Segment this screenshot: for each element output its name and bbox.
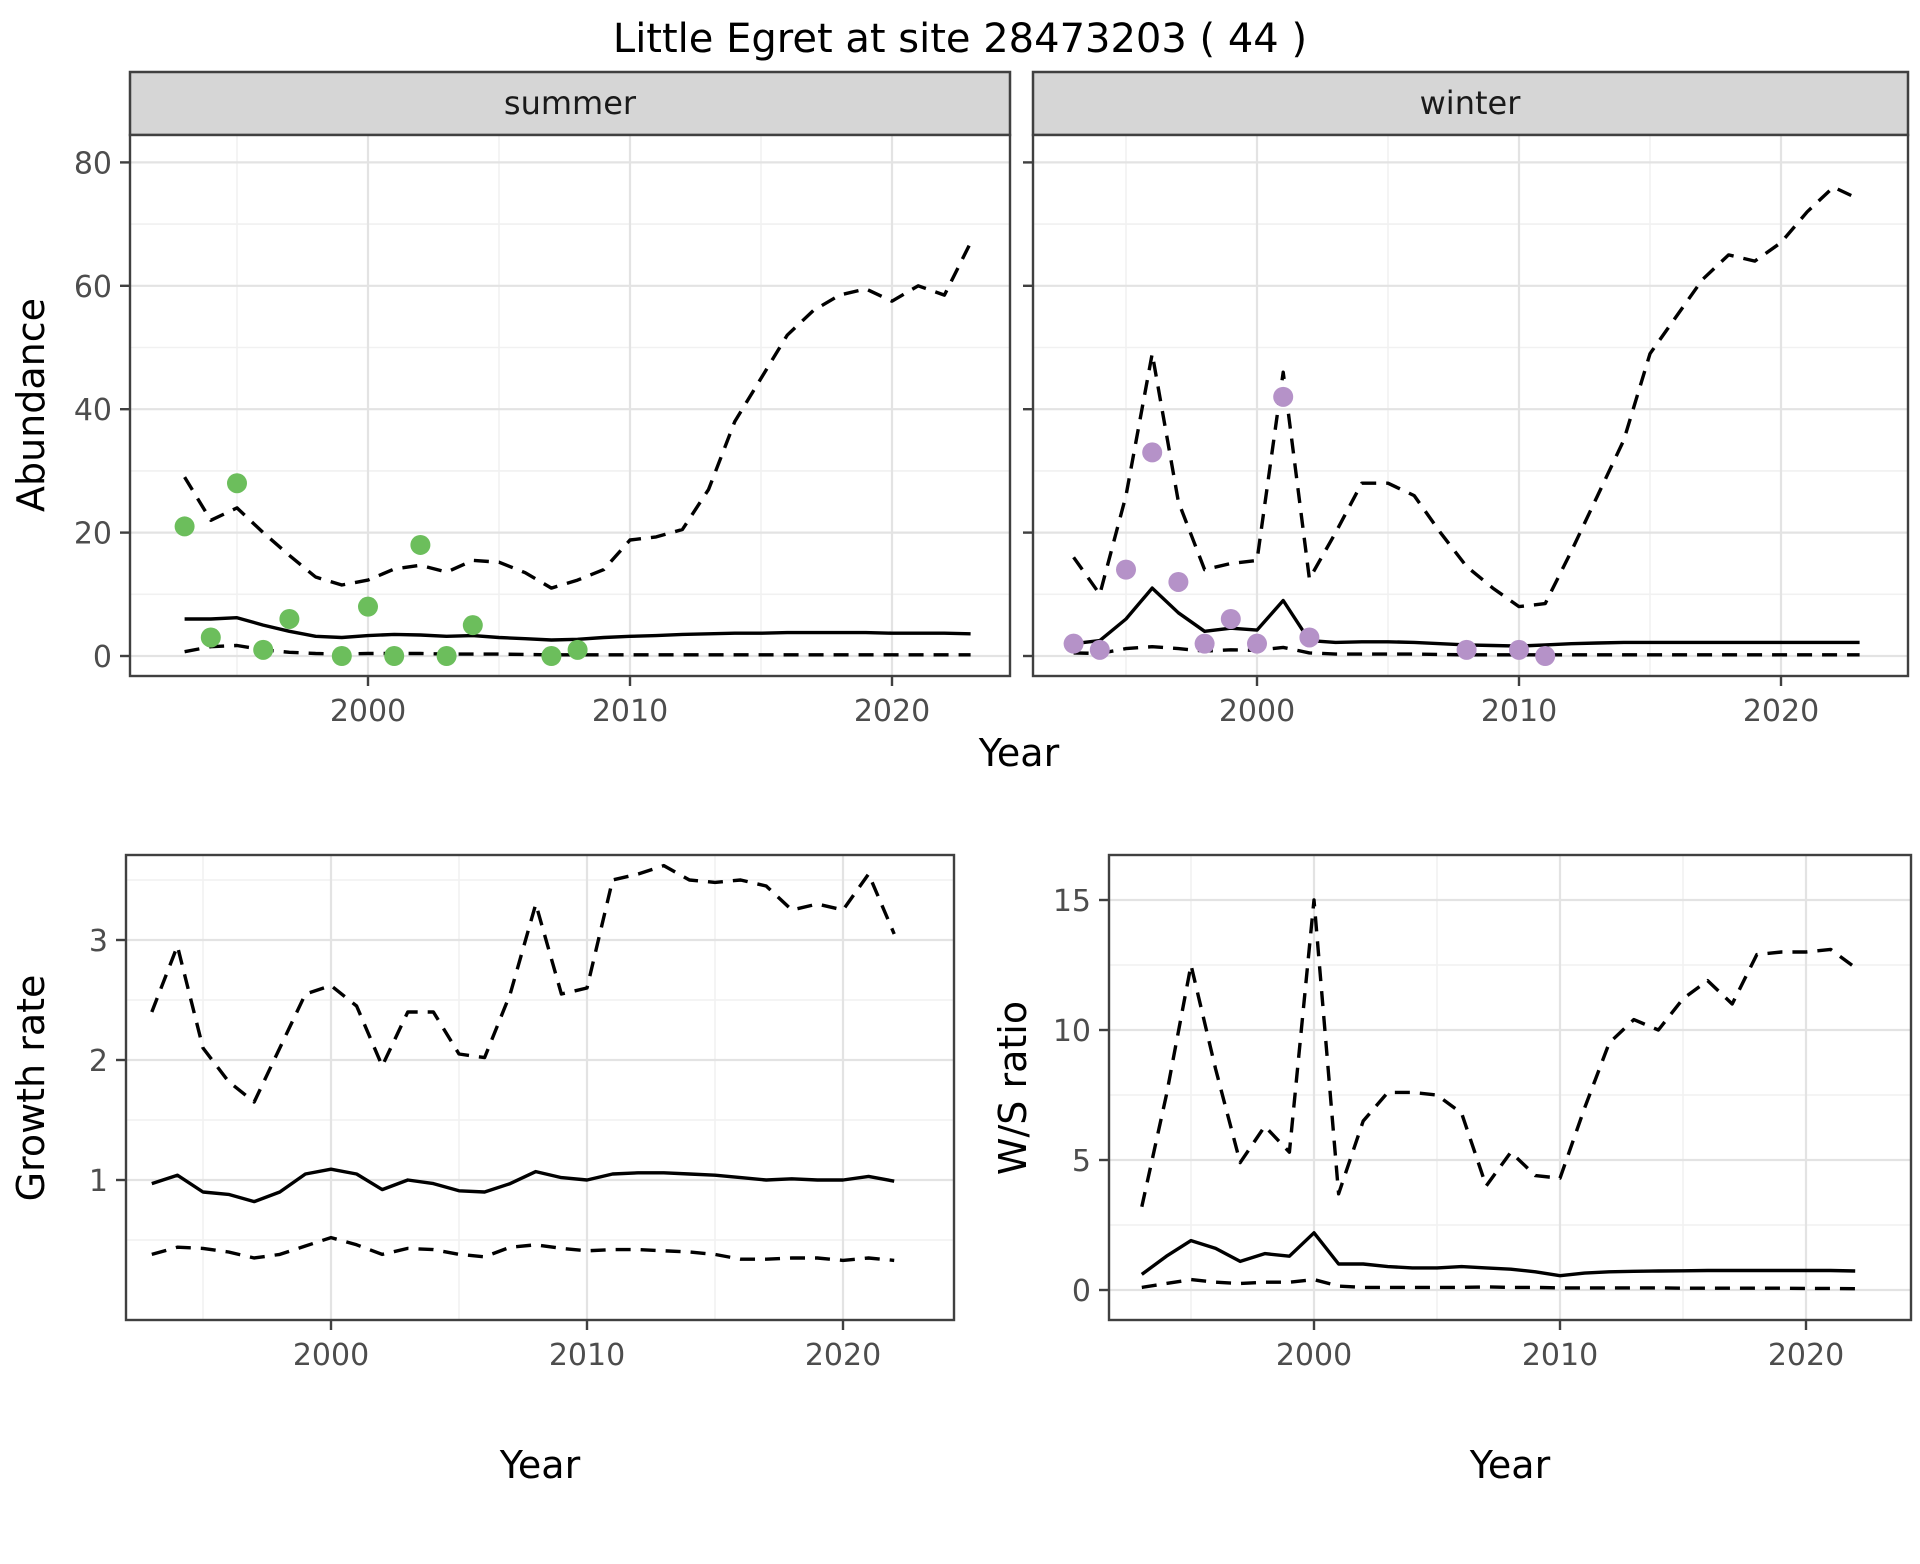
y-tick-label: 1: [89, 1164, 108, 1199]
observation-point: [1168, 571, 1189, 592]
series-median-solid: [151, 1167, 895, 1204]
observation-point: [1247, 633, 1267, 654]
y-tick-label: 0: [93, 640, 112, 675]
observation-point: [541, 646, 562, 666]
observation-point: [1063, 633, 1084, 654]
observation-point: [462, 615, 483, 636]
panel-abundance-winter: 2000 2010 2020: [1023, 133, 1910, 729]
panel-abundance-summer: 2000 2010 2020 0 20 40 60 80: [74, 133, 1012, 729]
observation-point: [1535, 646, 1556, 666]
y-tick-label: 20: [74, 517, 112, 552]
x-tick-label: 2010: [592, 694, 668, 729]
x-tick-label: 2020: [1743, 694, 1819, 729]
observation-point: [1456, 639, 1477, 660]
observation-point: [1220, 608, 1241, 629]
panel-background: [1109, 855, 1911, 1320]
series-lower_ci-dashed: [1141, 1277, 1856, 1291]
series-lower_ci-dashed: [184, 643, 971, 657]
observation-point: [279, 608, 300, 629]
observation-point: [1299, 627, 1320, 648]
observation-point: [253, 639, 274, 660]
y-axis-title-growth: Growth rate: [9, 975, 53, 1202]
facet-strip-winter: winter: [1031, 70, 1910, 137]
y-tick-label: 60: [74, 270, 112, 305]
series-upper_ci-dashed: [183, 241, 973, 590]
y-axis-title-abundance: Abundance: [9, 298, 53, 512]
y-tick-label: 40: [74, 393, 112, 428]
x-tick-label: 2020: [1768, 1338, 1844, 1373]
facet-strip-summer-label: summer: [504, 84, 637, 122]
series-upper_ci-dashed: [1140, 898, 1857, 1208]
observation-point: [227, 473, 247, 494]
y-tick-label: 15: [1053, 884, 1091, 919]
x-tick-label: 2010: [549, 1338, 625, 1373]
panel-border: [1031, 133, 1910, 678]
facet-strip-summer: summer: [128, 70, 1012, 137]
y-tick-label: 0: [1072, 1274, 1091, 1309]
panel-ws-ratio: 2000 2010 2020 0 5 10 15: [1053, 853, 1913, 1373]
observation-point: [358, 596, 378, 617]
x-tick-label: 2020: [854, 694, 930, 729]
panel-growth-rate: 2000 2010 2020 1 2 3: [89, 853, 956, 1373]
x-axis-title-year-top: Year: [978, 731, 1060, 775]
x-tick-label: 2010: [1522, 1338, 1598, 1373]
y-tick-label: 5: [1072, 1144, 1091, 1179]
series-upper_ci-dashed: [1072, 185, 1861, 609]
panel-background: [126, 855, 954, 1320]
x-tick-label: 2000: [1276, 1338, 1352, 1373]
panel-border: [1107, 853, 1913, 1322]
observation-point: [1509, 639, 1529, 660]
x-axis-title-year-ratio: Year: [1469, 1443, 1551, 1487]
plot-title: Little Egret at site 28473203 ( 44 ): [613, 16, 1307, 62]
y-tick-label: 3: [89, 924, 108, 959]
x-tick-label: 2000: [293, 1338, 369, 1373]
series-median-solid: [184, 616, 971, 642]
observation-point: [1116, 559, 1136, 580]
series-lower_ci-dashed: [151, 1235, 895, 1263]
y-tick-label: 2: [89, 1044, 108, 1079]
observation-point: [436, 646, 457, 666]
facet-strip-winter-label: winter: [1420, 84, 1522, 122]
observation-point: [1089, 639, 1110, 660]
observation-point: [1194, 633, 1215, 654]
observation-point: [567, 639, 588, 660]
observation-point: [174, 516, 195, 537]
panel-background: [130, 135, 1010, 676]
y-tick-label: 10: [1053, 1014, 1091, 1049]
observation-point: [384, 646, 405, 666]
panel-border: [128, 133, 1012, 678]
x-tick-label: 2000: [330, 694, 406, 729]
observation-point: [1273, 386, 1294, 407]
x-tick-label: 2020: [805, 1338, 881, 1373]
x-tick-label: 2010: [1481, 694, 1557, 729]
observation-point: [200, 627, 221, 648]
series-upper_ci-dashed: [150, 863, 896, 1104]
series-median-solid: [1140, 1231, 1856, 1278]
panel-border: [124, 853, 956, 1322]
x-tick-label: 2000: [1219, 694, 1295, 729]
y-tick-label: 80: [74, 146, 112, 181]
x-axis-title-year-growth: Year: [499, 1443, 581, 1487]
observation-point: [410, 534, 431, 555]
y-axis-title-ratio: W/S ratio: [991, 1001, 1035, 1175]
observation-point: [331, 646, 352, 666]
observation-point: [1142, 442, 1163, 463]
